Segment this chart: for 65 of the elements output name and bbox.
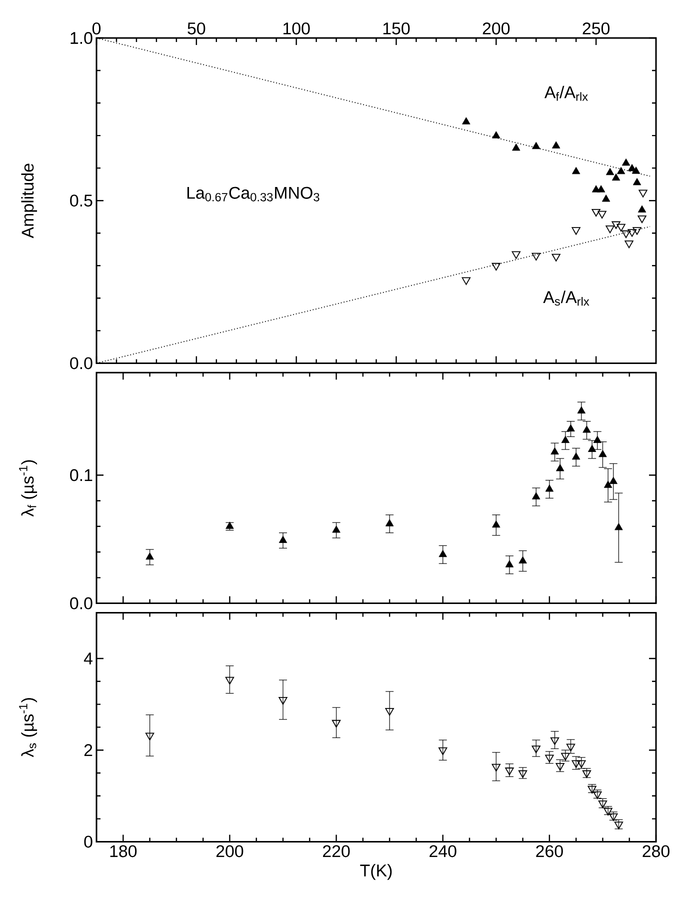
point bbox=[146, 552, 154, 560]
point bbox=[604, 480, 612, 488]
point bbox=[582, 426, 591, 433]
point bbox=[545, 484, 554, 492]
x-tick-label: 200 bbox=[482, 22, 510, 34]
y-tick-label: 0.0 bbox=[70, 597, 92, 610]
point bbox=[614, 822, 624, 830]
point bbox=[532, 746, 540, 754]
point bbox=[438, 550, 447, 558]
y-tick-label: 4 bbox=[84, 652, 92, 664]
point bbox=[278, 536, 288, 543]
series-label: A$_{s}$/A$_{rlx}$ bbox=[543, 290, 590, 306]
x-tick-label: 50 bbox=[188, 22, 206, 34]
y-axis-title: λ$_{s}$ (µs$^{-1}$) bbox=[19, 698, 38, 758]
annotation: La$_{0.67}$Ca$_{0.33}$MNO$_{3}$ bbox=[187, 186, 320, 202]
y-tick-label: 1.0 bbox=[70, 32, 92, 44]
y-tick-label: 0.5 bbox=[70, 194, 92, 207]
point bbox=[332, 526, 340, 533]
point bbox=[561, 436, 570, 443]
x-tick-label: 250 bbox=[582, 22, 610, 34]
point bbox=[278, 697, 288, 705]
point bbox=[532, 492, 540, 500]
x-tick-label: 150 bbox=[383, 22, 410, 34]
point bbox=[550, 447, 559, 455]
y-tick-label: 0.1 bbox=[70, 469, 92, 482]
text: A$_{f}$/A$_{rlx}$ bbox=[544, 86, 588, 101]
point bbox=[577, 406, 586, 414]
point bbox=[593, 436, 602, 443]
x-tick-label: 180 bbox=[110, 845, 137, 858]
point bbox=[588, 444, 596, 452]
point bbox=[518, 556, 527, 564]
point bbox=[332, 720, 341, 728]
point bbox=[145, 732, 154, 740]
point bbox=[438, 747, 448, 756]
point bbox=[492, 764, 500, 772]
point bbox=[505, 560, 514, 568]
point bbox=[225, 676, 234, 685]
point bbox=[385, 708, 394, 716]
y-tick-label: 2 bbox=[84, 744, 92, 756]
point bbox=[556, 464, 564, 472]
point bbox=[385, 519, 394, 526]
x-tick-label: 0 bbox=[92, 22, 101, 34]
y-tick-label: 0.0 bbox=[70, 357, 92, 370]
x-tick-label: 220 bbox=[323, 845, 350, 858]
y-tick-label: 0 bbox=[84, 836, 92, 848]
y-axis-title: Amplitude bbox=[21, 164, 38, 238]
y-axis-title: λ$_{f}$ (µs$^{-1}$) bbox=[19, 460, 38, 517]
point bbox=[572, 452, 580, 460]
point bbox=[492, 520, 500, 528]
x-tick-label: 260 bbox=[536, 845, 563, 858]
point bbox=[545, 754, 554, 762]
point bbox=[598, 450, 607, 458]
x-axis-title: T(K) bbox=[360, 864, 392, 880]
x-tick-label: 240 bbox=[430, 845, 456, 858]
point bbox=[226, 522, 234, 529]
x-tick-label: 280 bbox=[642, 845, 670, 858]
point bbox=[609, 476, 618, 484]
point bbox=[566, 424, 575, 432]
point bbox=[505, 768, 514, 776]
point bbox=[550, 737, 560, 745]
x-tick-label: 100 bbox=[283, 22, 310, 34]
point bbox=[614, 522, 623, 530]
point bbox=[518, 770, 528, 778]
point bbox=[556, 762, 564, 771]
x-tick-label: 200 bbox=[216, 845, 244, 858]
